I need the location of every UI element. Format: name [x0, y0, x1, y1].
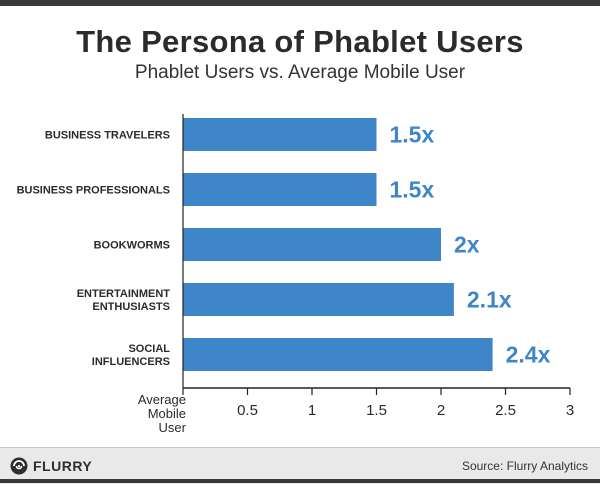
data-label: 2.1x: [467, 287, 512, 313]
footer: FLURRY Source: Flurry Analytics: [0, 447, 600, 484]
category-label: ENTERTAINMENT: [77, 288, 171, 300]
chart-title: The Persona of Phablet Users: [76, 24, 524, 59]
flurry-logo: FLURRY: [10, 457, 92, 475]
flurry-swirl-icon: [10, 457, 28, 475]
x-tick-label: 1.5: [366, 402, 387, 419]
x-tick-label: 3: [566, 402, 574, 419]
data-label: 2x: [454, 232, 480, 258]
data-label: 1.5x: [390, 177, 435, 203]
x-tick-label: 2.5: [495, 402, 516, 419]
category-label: BUSINESS TRAVELERS: [45, 130, 170, 142]
brand-name: FLURRY: [33, 458, 93, 474]
bar-chart: BUSINESS TRAVELERS 1.5x BUSINESS PROFESSIO…: [17, 114, 574, 435]
bar: [183, 283, 454, 316]
x-tick-label: 2: [437, 402, 445, 419]
x-tick-label: 1: [308, 402, 316, 419]
chart-subtitle: Phablet Users vs. Average Mobile User: [134, 62, 466, 83]
category-label: INFLUENCERS: [92, 356, 170, 368]
baseline-label: Average: [138, 392, 186, 407]
category-label: ENTHUSIASTS: [92, 301, 170, 313]
bar: [183, 118, 377, 151]
bottom-border: [0, 479, 600, 483]
top-border: [0, 0, 600, 6]
data-label: 2.4x: [506, 342, 551, 368]
data-label: 1.5x: [390, 122, 435, 148]
category-label: BUSINESS PROFESSIONALS: [17, 185, 170, 197]
baseline-label: Mobile: [148, 406, 186, 421]
source-note: Source: Flurry Analytics: [461, 459, 588, 473]
category-label: SOCIAL: [128, 343, 170, 355]
baseline-label: User: [159, 420, 187, 435]
category-label: BOOKWORMS: [94, 240, 170, 252]
bar: [183, 338, 493, 371]
bar: [183, 173, 377, 206]
bar: [183, 228, 441, 261]
x-tick-label: 0.5: [237, 402, 258, 419]
